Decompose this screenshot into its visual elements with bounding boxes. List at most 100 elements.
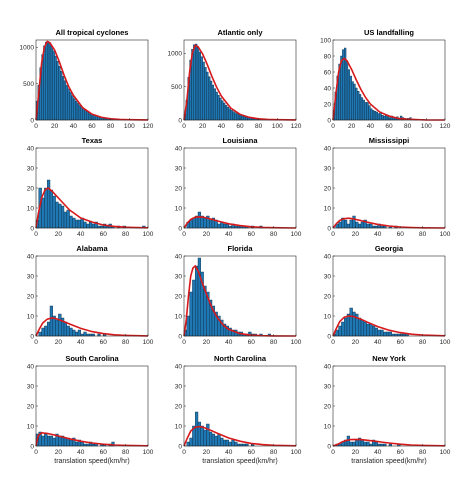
- x-tick-label: 40: [374, 231, 382, 238]
- histogram-bar: [209, 80, 213, 121]
- x-tick-label: 20: [55, 339, 63, 346]
- histogram-bar: [222, 439, 227, 447]
- histogram-bar: [48, 42, 52, 121]
- histogram-bar: [221, 100, 224, 121]
- y-tick-label: 40: [27, 363, 35, 370]
- histogram-bar: [373, 110, 377, 121]
- y-tick-label: 20: [324, 293, 332, 300]
- histogram-bar: [222, 223, 227, 229]
- histogram-bar: [349, 441, 353, 447]
- y-tick-label: 0: [327, 443, 331, 450]
- histogram-bar: [374, 327, 378, 337]
- x-tick-label: 80: [419, 449, 427, 456]
- histogram-bar: [366, 102, 369, 121]
- histogram-bar: [74, 441, 79, 447]
- histogram-bar: [194, 265, 199, 337]
- histogram-bar: [72, 329, 76, 337]
- y-tick-label: 10: [324, 205, 332, 212]
- y-tick-label: 30: [324, 165, 332, 172]
- y-tick-label: 0: [327, 333, 331, 340]
- histogram-bar: [368, 105, 371, 121]
- x-tick-label: 0: [182, 339, 186, 346]
- histogram-bar: [208, 219, 213, 229]
- histogram-bar: [63, 80, 67, 121]
- x-tick-label: 60: [100, 231, 108, 238]
- x-tick-label: 20: [199, 123, 207, 130]
- x-tick-label: 40: [225, 449, 233, 456]
- y-tick-label: 500: [171, 84, 182, 91]
- x-axis-label: translation speed(km/hr): [202, 458, 277, 465]
- y-tick-label: 30: [175, 273, 183, 280]
- histogram-bar: [369, 223, 373, 229]
- histogram-bar: [360, 97, 364, 121]
- histogram-bar: [63, 321, 67, 337]
- histogram-bar: [211, 433, 215, 447]
- histogram-bar: [82, 108, 85, 121]
- histogram-bar: [236, 113, 239, 121]
- histogram-bar: [63, 211, 67, 229]
- y-tick-label: 20: [27, 403, 35, 410]
- y-tick-label: 100: [320, 37, 331, 44]
- histogram-bar: [203, 217, 207, 229]
- histogram-bar: [211, 84, 215, 121]
- fit-curve: [183, 425, 297, 447]
- histogram-bar: [213, 88, 216, 121]
- subplot-title: South Carolina: [65, 354, 119, 363]
- histogram-bar: [78, 105, 82, 121]
- fit-curve: [332, 438, 446, 447]
- histogram-bar: [193, 44, 196, 121]
- histogram-bar: [347, 69, 350, 121]
- x-tick-label: 40: [374, 449, 382, 456]
- x-tick-label: 60: [88, 123, 96, 130]
- histogram-bar: [86, 223, 90, 229]
- x-tick-label: 100: [440, 449, 451, 456]
- y-tick-label: 30: [324, 383, 332, 390]
- x-tick-label: 0: [182, 231, 186, 238]
- fit-curve: [183, 215, 297, 229]
- x-axis-label: translation speed(km/hr): [351, 458, 426, 465]
- x-tick-label: 80: [122, 231, 130, 238]
- x-tick-label: 60: [248, 339, 256, 346]
- y-tick-label: 10: [324, 313, 332, 320]
- histogram-bar: [61, 205, 65, 229]
- x-tick-label: 0: [34, 449, 38, 456]
- x-tick-label: 0: [331, 339, 335, 346]
- x-tick-label: 60: [236, 123, 244, 130]
- y-tick-label: 10: [175, 205, 183, 212]
- subplot-6: Alabama 0 20 40 60 80 100 0 10 20 30 40: [27, 244, 154, 346]
- histogram-bar: [55, 201, 59, 229]
- histogram-bar: [197, 257, 201, 337]
- y-tick-label: 1000: [168, 51, 183, 58]
- fit-curve: [35, 187, 149, 229]
- y-tick-label: 20: [27, 293, 35, 300]
- y-tick-label: 30: [175, 383, 183, 390]
- y-tick-label: 0: [327, 117, 331, 124]
- histogram-bar: [228, 108, 231, 121]
- histogram-bar: [215, 91, 218, 121]
- histogram-bar: [355, 439, 359, 447]
- histogram-bar: [72, 217, 76, 229]
- histogram-bar: [61, 76, 65, 121]
- histogram-bar: [245, 116, 248, 121]
- histogram-bar: [380, 225, 384, 229]
- histogram-bar: [44, 325, 48, 337]
- x-tick-label: 60: [397, 231, 405, 238]
- histogram-bar: [363, 321, 367, 337]
- histogram-bar: [383, 115, 386, 121]
- fit-curve: [35, 431, 149, 447]
- histogram-bar: [214, 435, 218, 447]
- subplot-title: Florida: [227, 244, 253, 253]
- subplot-5: Mississippi 0 20 40 60 80 100 0 10 20 30 40: [324, 136, 451, 238]
- histogram-bar: [225, 223, 229, 229]
- x-tick-label: 20: [352, 231, 360, 238]
- histogram-bar: [338, 325, 342, 337]
- histogram-bar: [67, 88, 70, 121]
- histogram-bar: [47, 41, 50, 121]
- y-tick-label: 10: [27, 423, 35, 430]
- x-tick-label: 20: [203, 449, 211, 456]
- histogram-bar: [243, 116, 246, 121]
- histogram-bar: [196, 47, 200, 121]
- histogram-bar: [38, 331, 42, 337]
- x-tick-label: 60: [248, 449, 256, 456]
- x-tick-label: 20: [348, 123, 356, 130]
